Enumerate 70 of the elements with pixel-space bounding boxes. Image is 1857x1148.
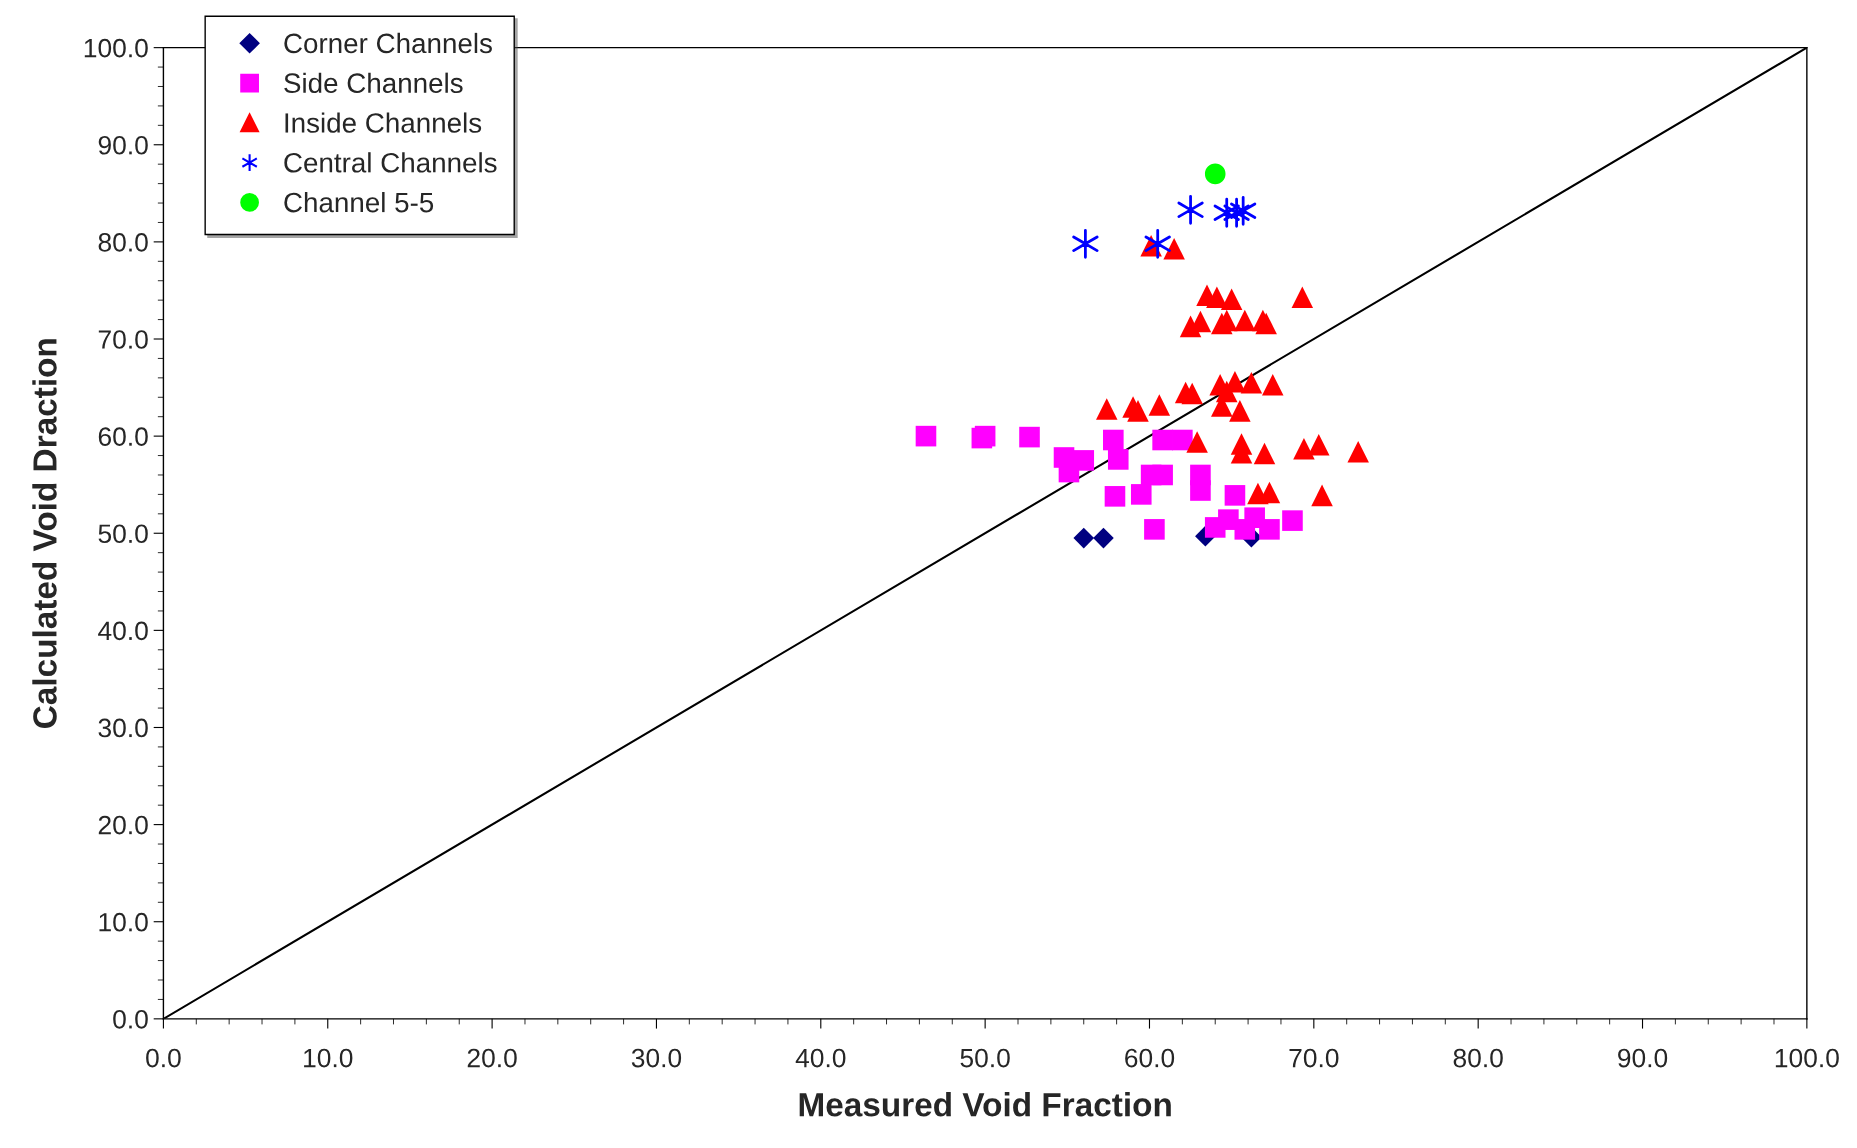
x-tick-label: 80.0 <box>1453 1048 1503 1068</box>
point <box>1130 484 1152 505</box>
point <box>1291 286 1314 308</box>
x-tick-label: 50.0 <box>960 1048 1010 1068</box>
point <box>1282 510 1303 531</box>
x-tick-label: 90.0 <box>1618 1048 1668 1068</box>
x-tick-label: 60.0 <box>1125 1048 1175 1068</box>
point <box>1152 429 1173 451</box>
point <box>1073 450 1095 471</box>
point <box>1093 527 1114 549</box>
point <box>1308 434 1330 456</box>
point <box>1240 371 1263 394</box>
point <box>1107 449 1129 470</box>
point <box>1019 426 1040 448</box>
point <box>1152 464 1173 486</box>
point <box>1311 484 1333 507</box>
point <box>1103 429 1124 451</box>
legend-label: Channel 5-5 <box>284 191 434 213</box>
legend-label: Corner Channels <box>284 32 492 54</box>
point <box>1172 429 1193 451</box>
point <box>1253 442 1276 465</box>
point <box>1072 228 1099 259</box>
point <box>1230 195 1257 226</box>
y-tick-label: 100.0 <box>84 38 148 58</box>
point <box>1073 527 1095 549</box>
x-tick-label: 0.0 <box>146 1048 181 1068</box>
point <box>1186 431 1208 453</box>
x-tick-label: 20.0 <box>467 1048 517 1068</box>
point <box>1261 373 1284 396</box>
y-tick-label: 90.0 <box>98 135 148 155</box>
x-tick-label: 100.0 <box>1775 1048 1839 1068</box>
point <box>1293 437 1315 460</box>
point <box>1096 398 1118 420</box>
point <box>1177 194 1204 225</box>
point <box>1218 509 1239 530</box>
point <box>1224 485 1246 506</box>
x-tick-label: 30.0 <box>631 1048 682 1068</box>
point <box>1181 382 1203 405</box>
point <box>1190 480 1211 501</box>
point <box>1148 394 1171 416</box>
point <box>1144 519 1165 540</box>
x-tick-label: 10.0 <box>304 1048 353 1068</box>
y-tick-label: 50.0 <box>98 524 148 544</box>
point <box>1229 400 1251 422</box>
y-tick-label: 60.0 <box>98 427 148 446</box>
y-tick-label: 30.0 <box>98 718 148 738</box>
point <box>1234 309 1256 332</box>
point <box>1163 237 1185 260</box>
x-axis-title: Measured Void Fraction <box>799 1092 1171 1117</box>
y-tick-label: 80.0 <box>98 233 148 252</box>
y-axis-title: Calculated Void Draction <box>32 339 57 728</box>
legend-label: Side Channels <box>284 72 463 94</box>
point <box>1204 163 1226 185</box>
x-tick-label: 40.0 <box>795 1048 846 1068</box>
legend-label: Inside Channels <box>285 112 482 133</box>
y-tick-label: 10.0 <box>99 912 148 932</box>
y-tick-label: 70.0 <box>98 330 148 349</box>
point <box>1206 286 1228 308</box>
x-tick-label: 70.0 <box>1289 1048 1339 1068</box>
y-tick-label: 0.0 <box>113 1009 148 1029</box>
y-tick-label: 20.0 <box>98 815 148 835</box>
point <box>1347 440 1369 463</box>
point <box>1259 519 1280 540</box>
point <box>1127 400 1149 422</box>
point <box>1104 486 1126 507</box>
y-tick-label: 40.0 <box>98 621 148 641</box>
legend-label: Central Channels <box>284 152 497 173</box>
point <box>1220 288 1243 310</box>
point <box>1144 228 1171 259</box>
point <box>915 425 937 447</box>
